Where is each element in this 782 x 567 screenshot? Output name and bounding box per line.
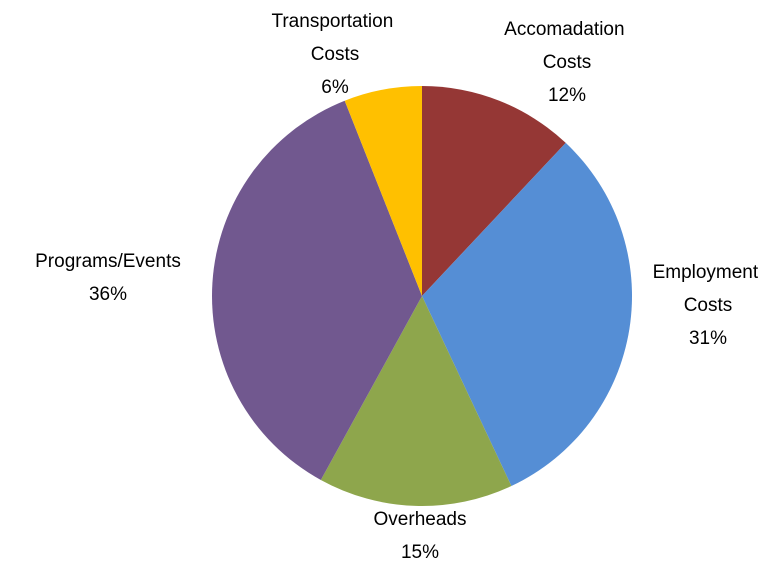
pie-slice (320, 296, 512, 506)
label-line: Overheads (374, 509, 467, 530)
label-line: Costs (543, 52, 592, 73)
slice-label: Employment Costs (653, 262, 764, 316)
value-label: 31% (689, 328, 727, 349)
slice-label: Overheads (374, 509, 467, 530)
value-label: 15% (401, 542, 439, 562)
pie-slice (422, 86, 566, 296)
slice-label: Programs/Events (35, 251, 181, 272)
value-label: 36% (89, 284, 127, 305)
label-line: Employment (653, 262, 764, 283)
label-line: Transportation (271, 11, 398, 32)
pie-slice (211, 100, 422, 481)
label-line: Programs/Events (35, 251, 181, 272)
pie-slice (344, 86, 422, 296)
slice-label: Transportation Costs (271, 11, 398, 65)
slice-label: Accomadation Costs (504, 19, 630, 73)
value-label: 6% (321, 77, 349, 98)
label-line: Costs (684, 295, 733, 316)
label-line: Accomadation (504, 19, 630, 40)
label-line: Costs (311, 44, 360, 65)
pie-slice (422, 142, 632, 487)
value-label: 12% (548, 85, 586, 106)
